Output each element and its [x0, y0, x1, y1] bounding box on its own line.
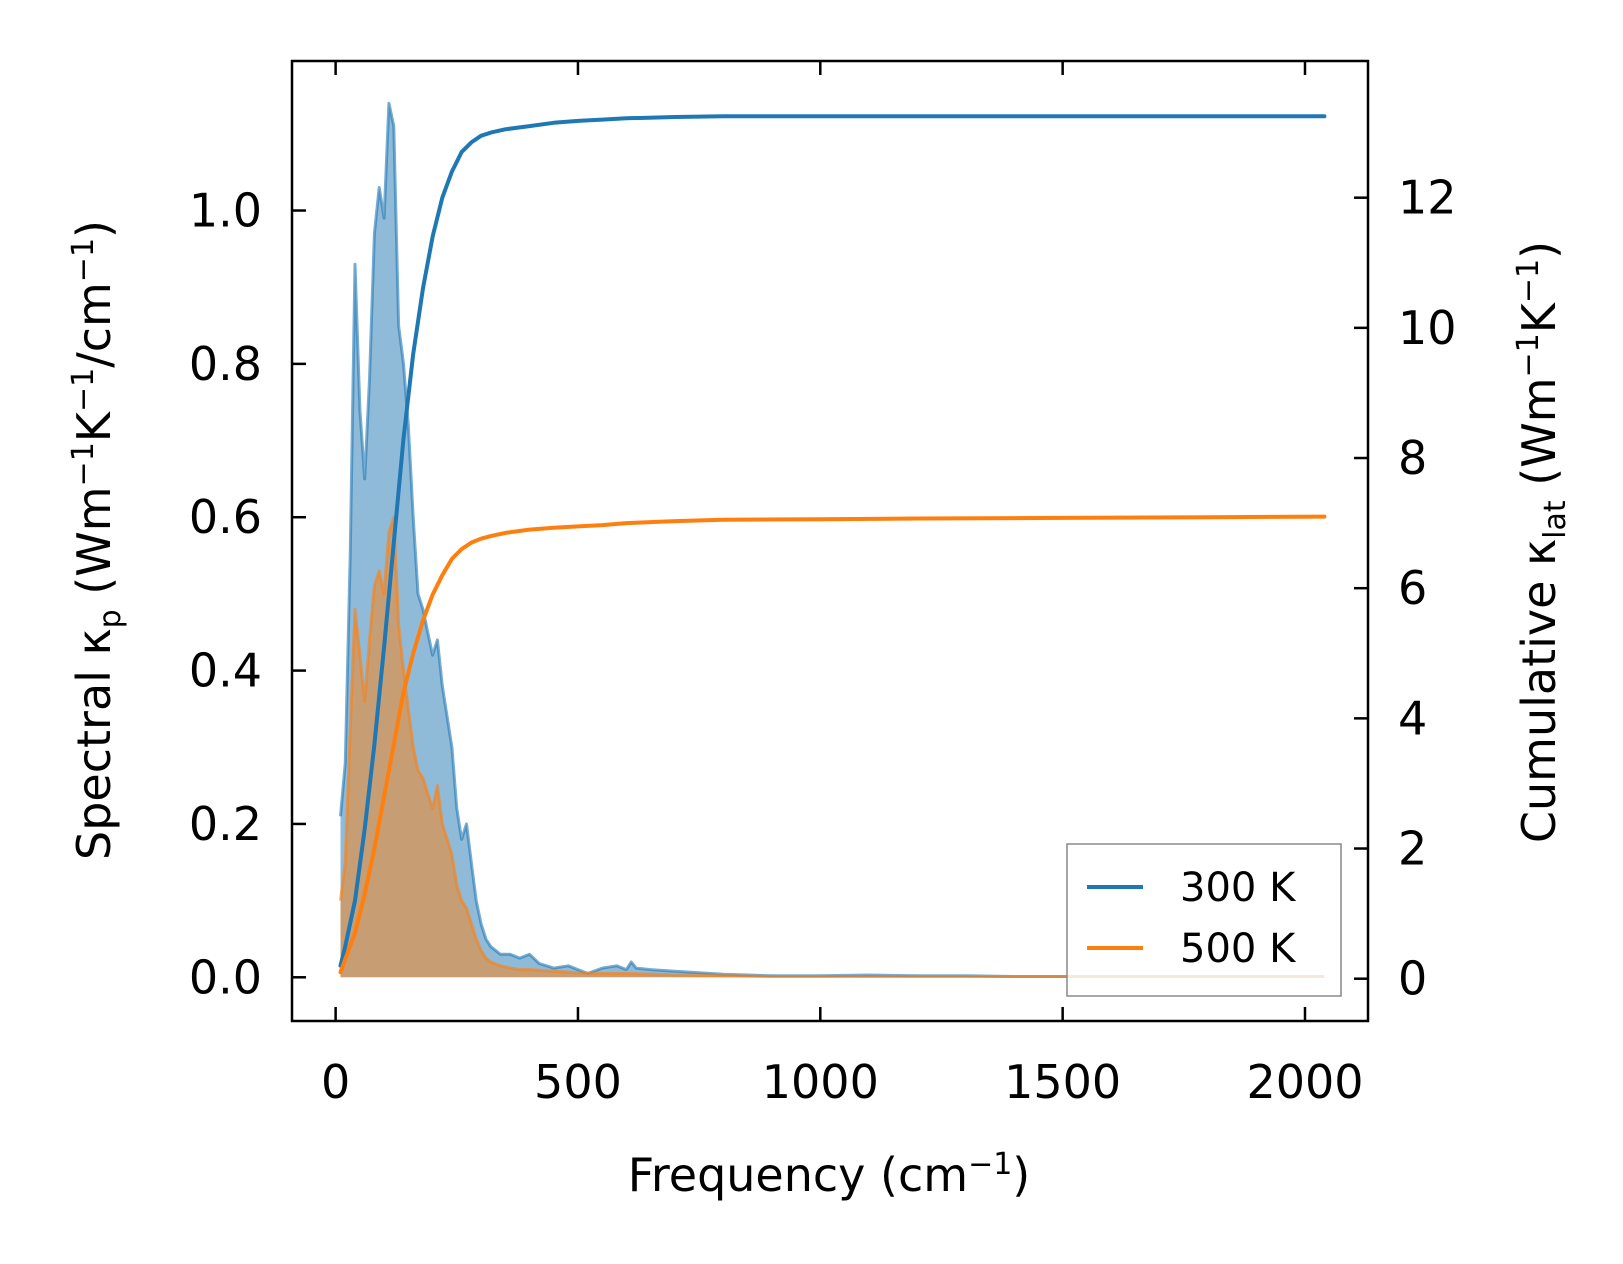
y-left-tick-label: 0.4 — [189, 644, 262, 698]
cumulative-line-500k — [338, 514, 1327, 975]
y-right-tick-label: 4 — [1398, 691, 1427, 745]
y-left-tick-label: 0.0 — [189, 950, 262, 1004]
y-left-tick-label: 0.8 — [189, 337, 262, 391]
y-left-tick-label: 0.2 — [189, 797, 262, 851]
plot-frame — [290, 59, 1370, 1023]
y-right-tick-label: 12 — [1398, 171, 1457, 225]
cumulative-lines — [338, 114, 1327, 975]
spectral-fills — [339, 101, 1325, 978]
legend-label-300k: 300 K — [1180, 865, 1297, 911]
spectral-area-500k — [340, 517, 1325, 978]
spectral-edge-500k — [339, 515, 1325, 978]
y-right-tick-label: 0 — [1398, 952, 1427, 1006]
x-tick-label: 0 — [321, 1055, 350, 1109]
y-right-tick-label: 8 — [1398, 431, 1427, 485]
legend: 300 K 500 K — [1066, 843, 1342, 997]
legend-box — [1066, 843, 1342, 997]
y-left-tick-label: 0.6 — [189, 490, 262, 544]
y-right-tick-label: 2 — [1398, 822, 1427, 876]
y-axis-label-left: Spectral κp (Wm−1K−1/cm−1) — [66, 220, 128, 860]
y-right-tick-label: 6 — [1398, 561, 1427, 615]
x-tick-label: 2000 — [1246, 1055, 1363, 1109]
y-left-tick-label: 1.0 — [189, 184, 262, 238]
cumulative-line-300k — [338, 114, 1327, 968]
y-axis-label-right: Cumulative κlat (Wm−1K−1) — [1511, 241, 1573, 843]
x-tick-label: 500 — [534, 1055, 622, 1109]
x-tick-label: 1000 — [762, 1055, 879, 1109]
axis-ticks: 0 500 1000 1500 2000 0.0 0.2 0.4 0.6 0.8 1.0 0 2 4 6 8 1… — [189, 61, 1457, 1109]
legend-label-500k: 500 K — [1180, 926, 1297, 972]
plot-area — [338, 101, 1327, 978]
x-tick-label: 1500 — [1004, 1055, 1121, 1109]
x-axis-label: Frequency (cm−1) — [628, 1147, 1031, 1202]
y-right-tick-label: 10 — [1398, 301, 1457, 355]
